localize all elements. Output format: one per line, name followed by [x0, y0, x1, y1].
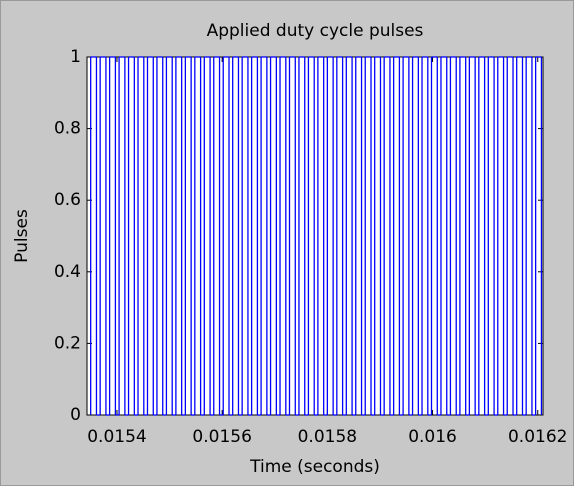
x-tick-label: 0.0156	[192, 427, 251, 447]
x-tick-label: 0.016	[408, 427, 457, 447]
chart-title: Applied duty cycle pulses	[207, 21, 424, 41]
x-tick-label: 0.0162	[508, 427, 567, 447]
x-tick-label: 0.0158	[298, 427, 357, 447]
y-tick-label: 0.4	[54, 262, 81, 282]
y-tick-label: 0.6	[54, 190, 81, 210]
y-tick-label: 0	[70, 405, 81, 425]
y-tick-label: 1	[70, 47, 81, 67]
y-axis-label: Pulses	[12, 209, 32, 263]
y-tick-label: 0.2	[54, 333, 81, 353]
x-tick-label: 0.0154	[87, 427, 146, 447]
x-axis-label: Time (seconds)	[249, 457, 380, 477]
y-tick-label: 0.8	[54, 119, 81, 139]
